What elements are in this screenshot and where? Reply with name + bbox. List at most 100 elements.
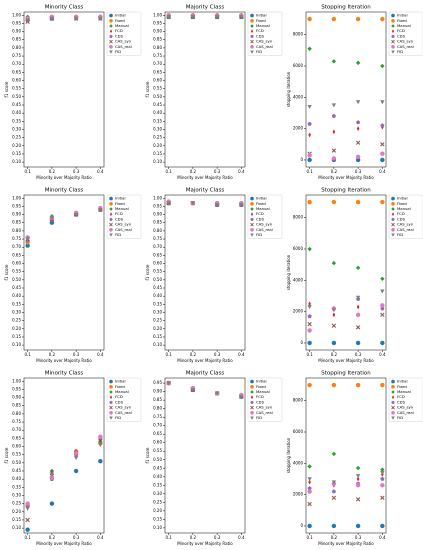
point	[166, 381, 171, 386]
legend-label: Manual	[397, 23, 411, 28]
y-tick-label: 0.45	[153, 102, 162, 107]
chart-title: Minority Class	[45, 5, 84, 11]
y-tick-label: 0.60	[12, 444, 21, 449]
point	[380, 470, 385, 475]
legend-marker	[391, 233, 395, 237]
y-tick-label: 0.10	[12, 159, 21, 164]
x-tick-label: 0.4	[379, 535, 386, 540]
point	[355, 497, 361, 502]
x-tick-label: 0.1	[24, 352, 31, 357]
y-tick-label: 0.85	[12, 220, 21, 225]
chart-title: Stopping Iteration	[321, 371, 371, 377]
legend-marker	[109, 405, 113, 410]
legend-label: CDS	[115, 216, 124, 221]
point	[355, 483, 361, 488]
y-tick-label: 0.75	[12, 419, 21, 424]
y-tick-label: 0.35	[12, 484, 21, 489]
plot-frame	[23, 377, 105, 534]
point	[331, 323, 337, 328]
y-tick-label: 0.65	[153, 252, 162, 257]
y-tick-label: 0.15	[153, 151, 162, 156]
y-tick-label: 0.20	[153, 326, 162, 331]
point	[355, 382, 361, 388]
point	[308, 301, 311, 307]
point	[166, 15, 171, 20]
legend-label: Fixed	[115, 201, 125, 206]
legend-label: CAS_syn	[397, 405, 414, 410]
point	[307, 486, 312, 491]
legend-label: Fixed	[397, 201, 407, 206]
y-tick-label: 2000	[293, 492, 304, 497]
y-tick-label: 0.35	[153, 301, 162, 306]
plot-frame	[305, 377, 387, 534]
legend-label: CAS_real	[256, 44, 273, 49]
point	[307, 153, 312, 158]
point	[356, 476, 360, 482]
y-tick-label: 0.35	[12, 118, 21, 123]
legend-label: Manual	[115, 389, 129, 394]
point	[331, 148, 337, 153]
legend-box	[106, 377, 142, 422]
legend-label: FCD	[397, 211, 405, 216]
y-tick-label: 0.45	[12, 285, 21, 290]
y-tick-label: 0.80	[153, 228, 162, 233]
y-tick-label: 0.55	[153, 86, 162, 91]
x-tick-label: 0.2	[331, 169, 338, 174]
y-tick-label: 0	[300, 523, 303, 528]
legend-marker	[109, 395, 113, 400]
point	[355, 100, 361, 105]
point	[307, 464, 312, 469]
legend-marker	[109, 385, 113, 389]
point	[355, 265, 361, 271]
y-tick-label: 0.10	[153, 342, 162, 347]
legend-marker	[109, 13, 113, 18]
y-tick-label: 0.65	[12, 435, 21, 440]
point	[307, 157, 312, 163]
point	[356, 120, 361, 125]
legend-label: CAS_syn	[397, 222, 414, 227]
legend-marker	[250, 24, 254, 28]
y-tick-label: 0.90	[153, 29, 162, 34]
y-axis-label: f1 score	[4, 81, 9, 98]
legend-marker	[250, 390, 254, 394]
x-tick-label: 0.3	[73, 352, 80, 357]
point	[307, 523, 312, 529]
legend-label: Fixed	[115, 18, 125, 23]
x-tick-label: 0.4	[97, 535, 104, 540]
y-tick-label: 0.65	[12, 69, 21, 74]
legend-label: CAS_real	[115, 227, 132, 232]
y-axis-label: stopping iteration	[286, 254, 291, 290]
point	[332, 312, 336, 318]
legend-label: CAS_real	[115, 44, 132, 49]
legend-label: FCD	[115, 394, 123, 399]
legend-label: Fixed	[256, 384, 266, 389]
legend-box	[388, 11, 423, 56]
legend-marker	[250, 395, 254, 400]
x-tick-label: 0.2	[49, 169, 56, 174]
x-tick-label: 0.1	[165, 352, 172, 357]
legend-label: CDS	[256, 33, 265, 38]
legend-label: FCD	[256, 28, 264, 33]
point	[380, 151, 385, 156]
legend-marker	[250, 50, 254, 54]
y-tick-label: 0.90	[12, 395, 21, 400]
legend-marker	[391, 416, 395, 420]
point	[73, 212, 79, 217]
legend-marker	[109, 202, 113, 206]
legend-label: FID	[115, 49, 121, 54]
legend-marker	[391, 411, 395, 415]
y-tick-label: 0.65	[12, 252, 21, 257]
legend-label: CDS	[256, 216, 265, 221]
y-tick-label: 0.25	[153, 318, 162, 323]
y-tick-label: 0.30	[153, 309, 162, 314]
legend-label: CAS_syn	[256, 222, 273, 227]
point	[214, 391, 220, 396]
y-tick-label: 0.35	[12, 301, 21, 306]
point	[355, 199, 361, 205]
y-tick-label: 0.30	[12, 492, 21, 497]
y-tick-label: 6000	[293, 246, 304, 251]
y-tick-label: 4000	[293, 94, 304, 99]
y-tick-label: 0.95	[153, 380, 162, 385]
legend-label: CAS_real	[397, 227, 414, 232]
y-tick-label: 0.80	[12, 228, 21, 233]
